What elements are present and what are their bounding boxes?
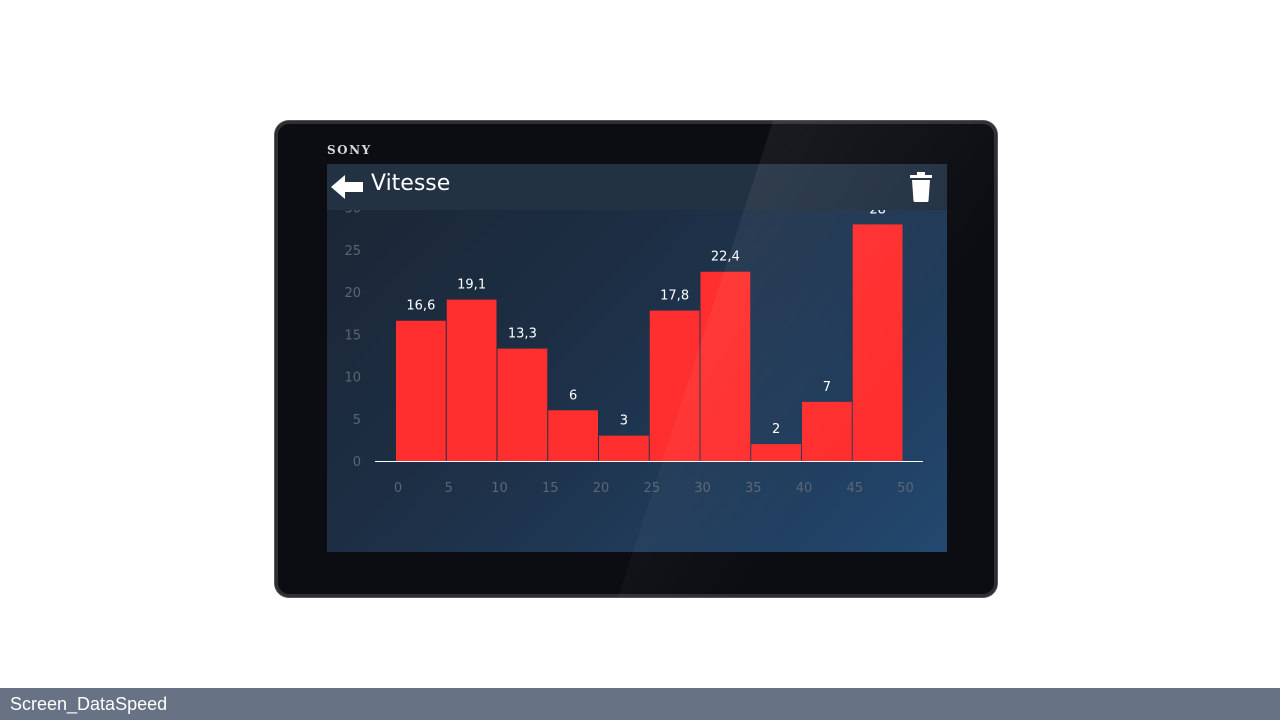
histogram-bar bbox=[548, 410, 598, 461]
y-tick-label: 10 bbox=[344, 371, 361, 386]
x-tick-label: 50 bbox=[897, 481, 914, 496]
x-tick-label: 25 bbox=[643, 481, 660, 496]
histogram-bar bbox=[700, 271, 751, 461]
histogram-bar bbox=[649, 310, 700, 461]
x-tick-label: 15 bbox=[542, 481, 559, 496]
histogram-bar bbox=[852, 224, 903, 461]
app-bar: Vitesse bbox=[327, 164, 947, 210]
tablet-device: SONY Vitesse 05101520253016,619,113,3631… bbox=[275, 121, 997, 597]
bar-value-label: 16,6 bbox=[406, 299, 435, 314]
x-tick-label: 20 bbox=[593, 481, 610, 496]
arrow-left-icon bbox=[331, 175, 363, 199]
device-brand-logo: SONY bbox=[327, 143, 372, 157]
histogram-bar bbox=[396, 320, 446, 461]
y-tick-label: 15 bbox=[344, 328, 361, 343]
bar-value-label: 28 bbox=[869, 210, 886, 217]
bar-value-label: 19,1 bbox=[457, 278, 486, 293]
bar-value-label: 3 bbox=[620, 414, 628, 429]
y-tick-label: 5 bbox=[353, 413, 361, 428]
histogram-bar bbox=[751, 444, 801, 461]
x-tick-label: 5 bbox=[445, 481, 453, 496]
y-tick-label: 30 bbox=[344, 210, 361, 217]
page-title: Vitesse bbox=[371, 171, 451, 196]
trash-icon bbox=[910, 172, 932, 202]
bar-value-label: 6 bbox=[569, 388, 577, 403]
bar-value-label: 7 bbox=[823, 380, 831, 395]
screen-name-label: Screen_DataSpeed bbox=[10, 694, 168, 714]
x-tick-label: 10 bbox=[491, 481, 508, 496]
x-tick-label: 45 bbox=[846, 481, 863, 496]
x-tick-label: 35 bbox=[745, 481, 762, 496]
histogram-bar bbox=[802, 401, 852, 461]
x-tick-label: 40 bbox=[796, 481, 813, 496]
y-tick-label: 0 bbox=[353, 455, 361, 470]
back-button[interactable] bbox=[329, 173, 367, 201]
delete-button[interactable] bbox=[907, 170, 935, 204]
bar-value-label: 13,3 bbox=[508, 327, 537, 342]
histogram-bar bbox=[446, 299, 497, 461]
x-tick-label: 0 bbox=[394, 481, 402, 496]
y-tick-label: 20 bbox=[344, 286, 361, 301]
footer-bar: Screen_DataSpeed bbox=[0, 688, 1280, 720]
bar-value-label: 2 bbox=[772, 422, 780, 437]
x-tick-label: 30 bbox=[694, 481, 711, 496]
app-screen: Vitesse 05101520253016,619,113,36317,822… bbox=[327, 164, 947, 552]
histogram-bar bbox=[497, 348, 548, 461]
speed-bar-chart: 0 5 10 15 20 25 30 16,6 19,1 13,3 6 3 17,8 22,4 2 7 28 0 5… bbox=[344, 210, 923, 496]
bar-value-label: 22,4 bbox=[711, 250, 740, 265]
bar-value-label: 17,8 bbox=[660, 289, 689, 304]
y-tick-label: 25 bbox=[344, 244, 361, 259]
histogram-bar bbox=[599, 435, 649, 461]
